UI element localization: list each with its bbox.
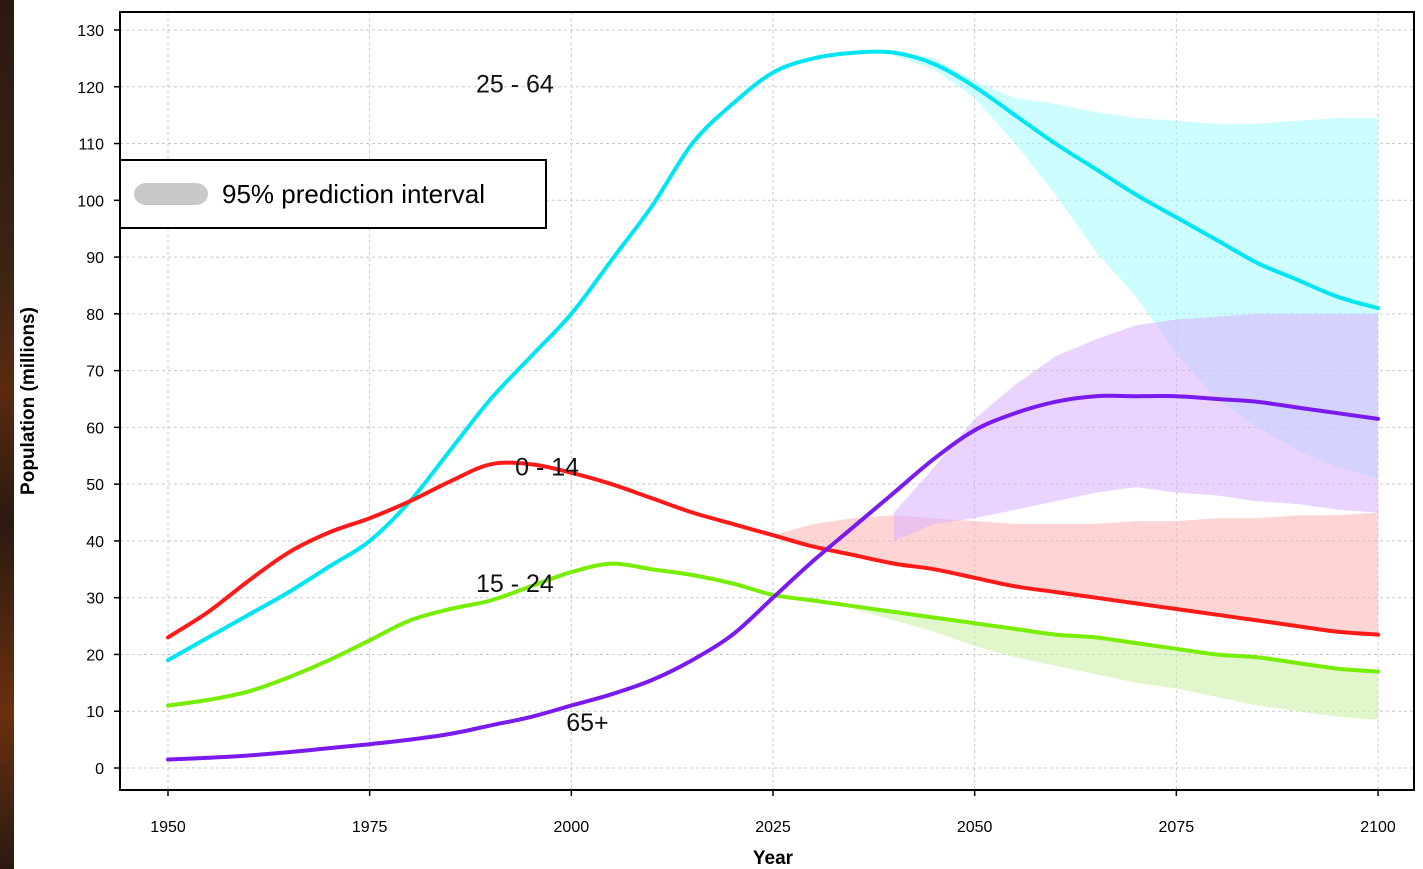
- series-lines: [166, 49, 1380, 762]
- band-15-24: [853, 606, 1378, 720]
- y-tick-label-0: 0: [95, 761, 104, 778]
- x-tick-label-2050: 2050: [957, 819, 993, 836]
- legend: 95% prediction interval: [119, 159, 547, 229]
- series-label-0-14: 0 - 14: [515, 454, 579, 482]
- y-tick-label-20: 20: [86, 647, 104, 664]
- axis-ticks: 1950 1975 2000 2025 2050 2075 2100 0 10 20 30 40 50 6…: [77, 23, 1396, 836]
- y-tick-label-60: 60: [86, 420, 104, 437]
- line-65: [166, 393, 1380, 762]
- y-tick-label-130: 130: [77, 23, 104, 40]
- prediction-bands: [773, 49, 1378, 720]
- x-tick-label-1975: 1975: [352, 819, 388, 836]
- series-labels: 25 - 64 0 - 14 15 - 24 65+: [476, 70, 609, 737]
- x-tick-label-1950: 1950: [150, 819, 186, 836]
- line-15-24: [166, 561, 1380, 708]
- x-tick-label-2100: 2100: [1360, 819, 1396, 836]
- line-25-64: [166, 49, 1380, 663]
- chart-panel: 1950 1975 2000 2025 2050 2075 2100 0 10 20 30 40 50 6…: [14, 0, 1423, 869]
- x-tick-label-2075: 2075: [1159, 819, 1195, 836]
- band-0-14: [773, 512, 1378, 635]
- band-65: [894, 313, 1378, 541]
- x-axis-title: Year: [753, 848, 794, 869]
- legend-label-prediction-interval: 95% prediction interval: [222, 179, 485, 209]
- background-strip: [0, 0, 14, 869]
- x-tick-label-2025: 2025: [755, 819, 791, 836]
- series-label-65: 65+: [566, 709, 608, 737]
- y-axis-title: Population (millions): [18, 307, 39, 495]
- line-0-14: [166, 460, 1380, 640]
- y-tick-label-30: 30: [86, 591, 104, 608]
- plot-frame: [119, 11, 1415, 791]
- x-tick-label-2000: 2000: [554, 819, 590, 836]
- y-tick-label-50: 50: [86, 477, 104, 494]
- y-tick-label-70: 70: [86, 364, 104, 381]
- y-tick-label-90: 90: [86, 250, 104, 267]
- series-label-15-24: 15 - 24: [476, 570, 554, 598]
- series-label-25-64: 25 - 64: [476, 70, 554, 98]
- legend-swatch-prediction-interval: [134, 183, 208, 205]
- y-tick-label-10: 10: [86, 704, 104, 721]
- y-tick-label-100: 100: [77, 193, 104, 210]
- y-tick-label-80: 80: [86, 307, 104, 324]
- y-tick-label-120: 120: [77, 80, 104, 97]
- y-tick-label-110: 110: [78, 137, 104, 154]
- y-tick-label-40: 40: [86, 534, 104, 551]
- population-chart: 1950 1975 2000 2025 2050 2075 2100 0 10 20 30 40 50 6…: [18, 11, 1415, 869]
